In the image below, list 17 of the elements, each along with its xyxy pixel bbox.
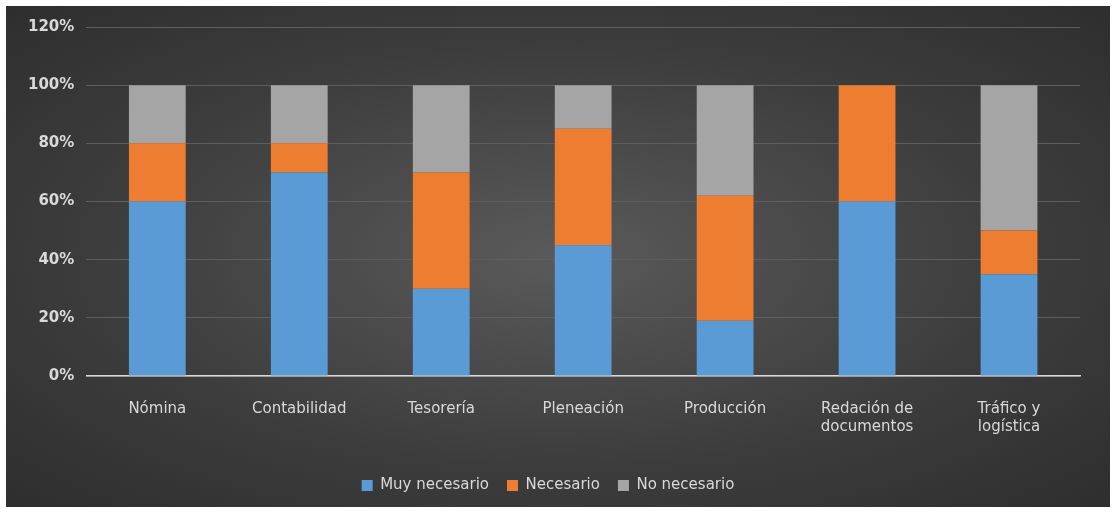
legend-label: Necesario bbox=[525, 475, 600, 494]
x-tick-label: Contabilidad bbox=[252, 398, 347, 417]
y-tick-label: 40% bbox=[38, 249, 75, 268]
x-tick-label: Tráfico y logística bbox=[976, 398, 1041, 435]
x-tick-label: Pleneación bbox=[542, 398, 624, 417]
x-tick-label: Producción bbox=[684, 398, 767, 417]
legend-label: No necesario bbox=[636, 475, 735, 494]
x-tick-label: Tesorería bbox=[406, 398, 475, 417]
y-tick-label: 120% bbox=[28, 16, 75, 35]
y-tick-label: 80% bbox=[38, 133, 75, 152]
x-tick-label: Nómina bbox=[128, 398, 187, 417]
y-tick-label: 100% bbox=[28, 75, 75, 94]
y-tick-label: 20% bbox=[38, 307, 75, 326]
y-tick-label: 60% bbox=[38, 191, 75, 210]
legend-label: Muy necesario bbox=[380, 475, 489, 494]
x-tick-label: Redación de documentos bbox=[820, 398, 914, 435]
y-tick-label: 0% bbox=[48, 365, 75, 384]
